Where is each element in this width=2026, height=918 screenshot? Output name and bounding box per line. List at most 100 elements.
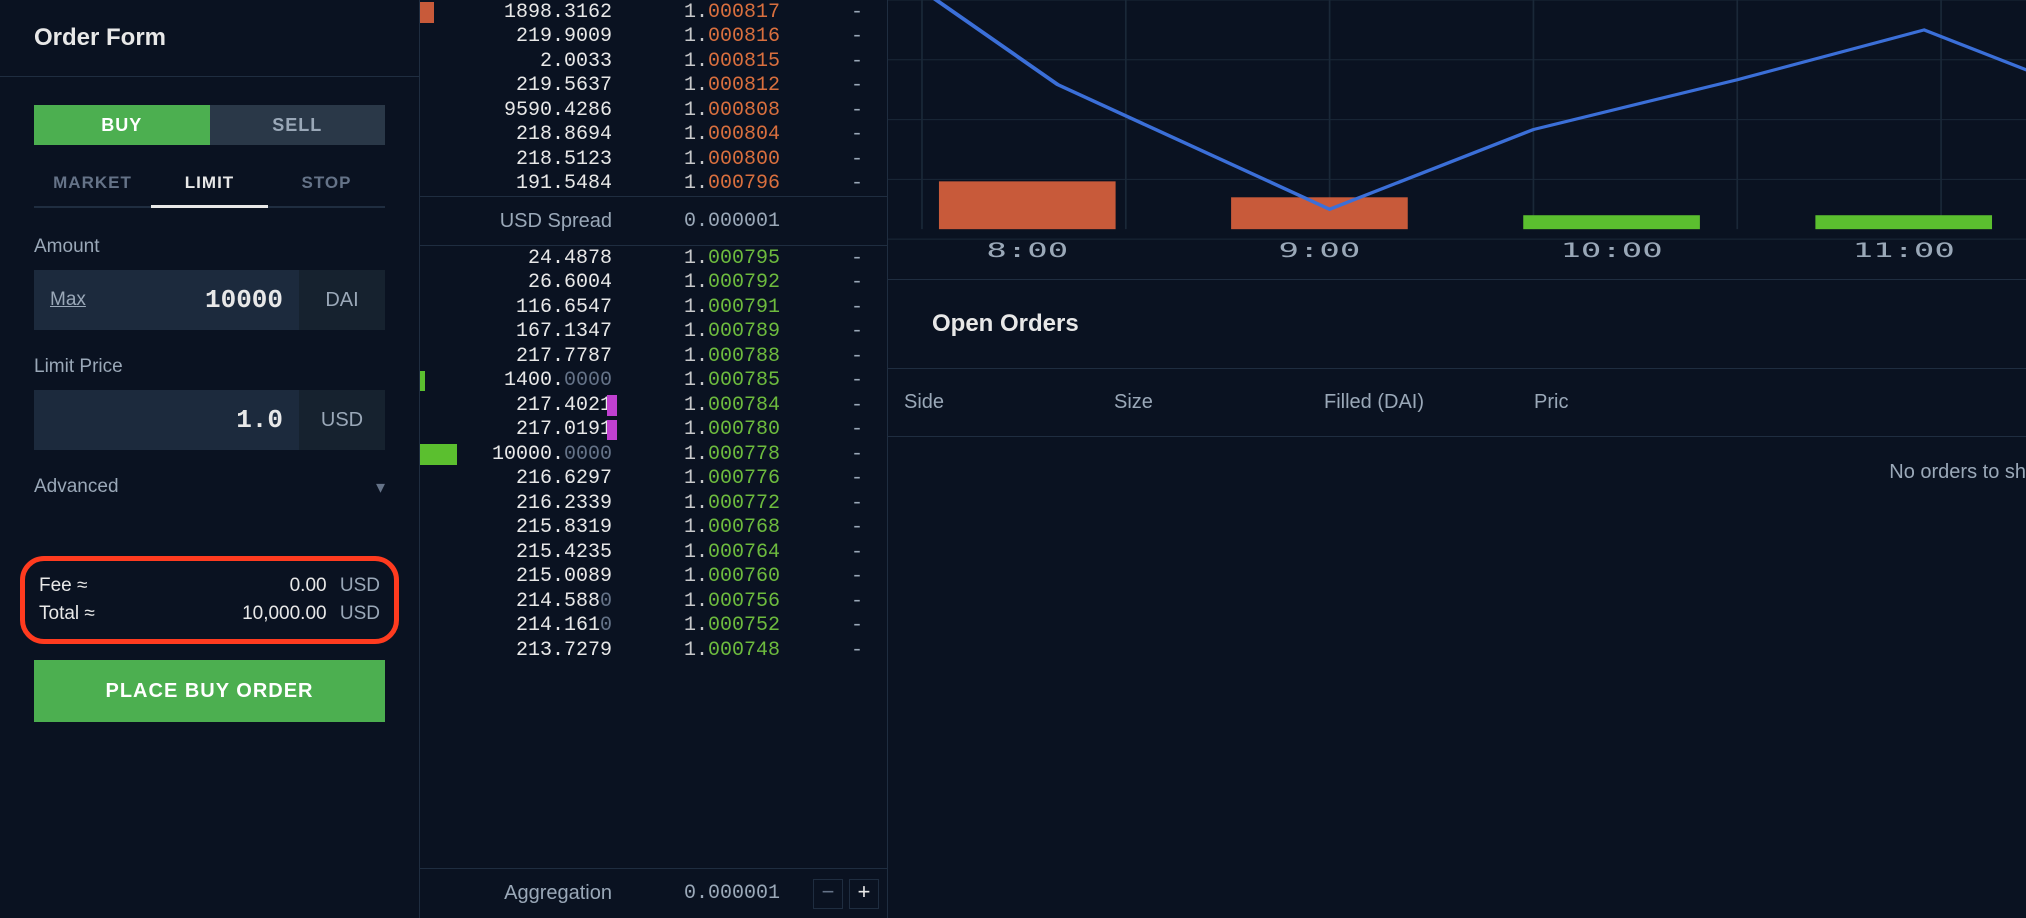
orderbook-row[interactable]: 215.00891.000760- xyxy=(420,565,887,590)
orderbook-row[interactable]: 167.13471.000789- xyxy=(420,320,887,345)
tab-limit[interactable]: LIMIT xyxy=(151,163,268,208)
buy-button[interactable]: BUY xyxy=(34,105,210,145)
orderbook-price: 1.000752 xyxy=(620,614,780,637)
orderbook-price: 1.000748 xyxy=(620,639,780,662)
orderbook-my-size: - xyxy=(780,74,887,97)
place-order-button[interactable]: PLACE BUY ORDER xyxy=(34,660,385,722)
orderbook-row[interactable]: 2.00331.000815- xyxy=(420,49,887,74)
orderbook-row[interactable]: 217.40211.000784- xyxy=(420,393,887,418)
orderbook-row[interactable]: 219.56371.000812- xyxy=(420,74,887,99)
orderbook-row[interactable]: 215.42351.000764- xyxy=(420,540,887,565)
orderbook-row[interactable]: 218.51231.000800- xyxy=(420,147,887,172)
orderbook-size: 217.4021 xyxy=(420,394,620,417)
orderbook-row[interactable]: 213.72791.000748- xyxy=(420,638,887,663)
column-side: Side xyxy=(904,391,1114,414)
orderbook-price: 1.000778 xyxy=(620,443,780,466)
orderbook-my-size: - xyxy=(780,1,887,24)
amount-currency: DAI xyxy=(299,270,385,330)
no-orders-message: No orders to sh xyxy=(888,437,2026,508)
amount-value: 10000 xyxy=(86,285,283,315)
orderbook-price: 1.000768 xyxy=(620,516,780,539)
orderbook-price: 1.000789 xyxy=(620,320,780,343)
column-filled: Filled (DAI) xyxy=(1324,391,1534,414)
orderbook-my-size: - xyxy=(780,639,887,662)
chart-svg: 8:009:0010:0011:00 xyxy=(888,0,2026,279)
advanced-toggle[interactable]: Advanced ▾ xyxy=(34,476,385,516)
orderbook-size: 1400.0000 xyxy=(420,369,620,392)
orderbook-price: 1.000815 xyxy=(620,50,780,73)
orderbook-my-size: - xyxy=(780,418,887,441)
right-column: 8:009:0010:0011:00 Open Orders Side Size… xyxy=(888,0,2026,918)
orderbook-price: 1.000796 xyxy=(620,172,780,195)
max-link[interactable]: Max xyxy=(50,289,86,311)
aggregation-increase-button[interactable]: + xyxy=(849,879,879,909)
orderbook-size: 214.1610 xyxy=(420,614,620,637)
tab-market[interactable]: MARKET xyxy=(34,163,151,208)
orderbook-price: 1.000780 xyxy=(620,418,780,441)
orderbook-price: 1.000764 xyxy=(620,541,780,564)
orderbook-row[interactable]: 214.16101.000752- xyxy=(420,614,887,639)
orderbook-size: 218.8694 xyxy=(420,123,620,146)
orderbook-size: 215.8319 xyxy=(420,516,620,539)
orderbook-row[interactable]: 217.01911.000780- xyxy=(420,418,887,443)
orderbook-my-size: - xyxy=(780,590,887,613)
total-label: Total ≈ xyxy=(39,603,95,625)
order-type-tabs: MARKET LIMIT STOP xyxy=(34,163,385,208)
svg-text:11:00: 11:00 xyxy=(1853,238,1955,262)
chevron-down-icon: ▾ xyxy=(376,477,385,498)
orderbook-price: 1.000795 xyxy=(620,247,780,270)
orderbook-size: 1898.3162 xyxy=(420,1,620,24)
orderbook-row[interactable]: 217.77871.000788- xyxy=(420,344,887,369)
orderbook-price: 1.000760 xyxy=(620,565,780,588)
column-size: Size xyxy=(1114,391,1324,414)
orderbook-row[interactable]: 116.65471.000791- xyxy=(420,295,887,320)
price-chart[interactable]: 8:009:0010:0011:00 xyxy=(888,0,2026,280)
orderbook-my-size: - xyxy=(780,443,887,466)
orderbook-my-size: - xyxy=(780,345,887,368)
orderbook-size: 219.5637 xyxy=(420,74,620,97)
orderbook-row[interactable]: 26.60041.000792- xyxy=(420,271,887,296)
orderbook-row[interactable]: 191.54841.000796- xyxy=(420,172,887,197)
orderbook-size: 116.6547 xyxy=(420,296,620,319)
orderbook-row[interactable]: 219.90091.000816- xyxy=(420,25,887,50)
open-orders-title: Open Orders xyxy=(888,280,2026,369)
orderbook-size: 215.0089 xyxy=(420,565,620,588)
orderbook-my-size: - xyxy=(780,296,887,319)
orderbook-my-size: - xyxy=(780,467,887,490)
total-value: 10,000.00 xyxy=(242,603,327,624)
orderbook-row[interactable]: 24.48781.000795- xyxy=(420,246,887,271)
orderbook-row[interactable]: 214.58801.000756- xyxy=(420,589,887,614)
orderbook-size: 218.5123 xyxy=(420,148,620,171)
orderbook-my-size: - xyxy=(780,394,887,417)
orderbook-row[interactable]: 215.83191.000768- xyxy=(420,516,887,541)
amount-input[interactable]: Max 10000 xyxy=(34,270,299,330)
limit-price-input[interactable]: 1.0 xyxy=(34,390,299,450)
amount-label: Amount xyxy=(34,236,385,258)
fee-label: Fee ≈ xyxy=(39,575,87,597)
orderbook-size: 217.0191 xyxy=(420,418,620,441)
advanced-label: Advanced xyxy=(34,476,119,498)
orderbook-row[interactable]: 216.62971.000776- xyxy=(420,467,887,492)
orderbook-row[interactable]: 1400.00001.000785- xyxy=(420,369,887,394)
orderbook-row[interactable]: 10000.00001.000778- xyxy=(420,442,887,467)
orderbook-price: 1.000785 xyxy=(620,369,780,392)
svg-text:9:00: 9:00 xyxy=(1279,238,1361,262)
orderbook-my-size: - xyxy=(780,247,887,270)
aggregation-decrease-button[interactable]: − xyxy=(813,879,843,909)
aggregation-label: Aggregation xyxy=(420,882,620,905)
limit-price-value: 1.0 xyxy=(50,405,283,435)
orderbook-price: 1.000800 xyxy=(620,148,780,171)
limit-price-label: Limit Price xyxy=(34,356,385,378)
orderbook-row[interactable]: 216.23391.000772- xyxy=(420,491,887,516)
orderbook-my-size: - xyxy=(780,123,887,146)
orderbook-row[interactable]: 9590.42861.000808- xyxy=(420,98,887,123)
orderbook-size: 24.4878 xyxy=(420,247,620,270)
open-orders-columns: Side Size Filled (DAI) Pric xyxy=(888,369,2026,437)
orderbook-row[interactable]: 1898.31621.000817- xyxy=(420,0,887,25)
tab-stop[interactable]: STOP xyxy=(268,163,385,208)
orderbook-asks: 1898.31621.000817-219.90091.000816-2.003… xyxy=(420,0,887,196)
orderbook-spread-row: USD Spread 0.000001 xyxy=(420,196,887,246)
orderbook-row[interactable]: 218.86941.000804- xyxy=(420,123,887,148)
sell-button[interactable]: SELL xyxy=(210,105,386,145)
orderbook-price: 1.000816 xyxy=(620,25,780,48)
